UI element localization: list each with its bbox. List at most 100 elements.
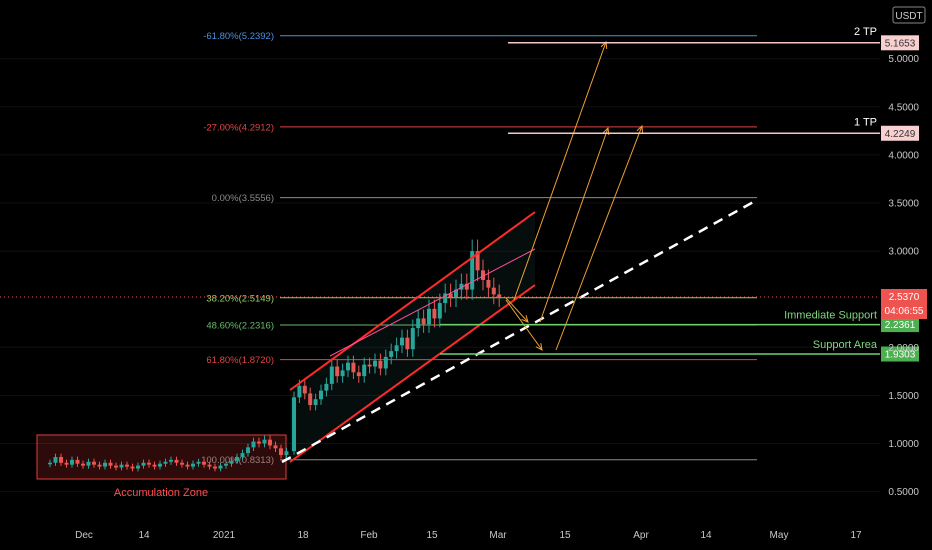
candle-body [262,439,267,444]
fibonacci-levels[interactable]: -61.80%(5.2392) -27.00%(4.2912) 0.00%(3.55… [201,31,757,466]
projection-arrow[interactable] [505,297,529,323]
projection-arrow[interactable] [555,125,643,351]
projection-arrows[interactable] [505,40,644,351]
support-lines[interactable]: Immediate Support 2.2361 Support Area 1.930… [440,310,919,362]
candle-body [240,453,245,457]
candle-body [169,459,173,462]
candle-body [229,460,234,464]
target-label: 2 TP [854,26,877,38]
candle-body [147,462,151,465]
candle-body [486,279,491,288]
candle-body [279,448,283,456]
currency-badge-box [892,6,926,24]
candle-body [481,270,485,280]
candle-body [53,456,58,463]
candle-body [373,360,377,367]
candle-body [180,462,184,465]
candle-body [97,464,102,467]
candle-body [202,461,206,465]
fib-level-label: -61.80%(5.2392) [203,31,274,42]
currency-badge[interactable]: USDT [892,6,926,24]
candle-body [246,447,250,454]
candle-body [356,372,361,377]
currency-badge-label: USDT [895,11,922,22]
candle-body [421,318,426,325]
price-tick-label: 2.0000 [888,343,919,354]
candle-body [257,441,261,444]
candle-body [389,351,394,357]
candle-body [141,462,146,466]
price-axis[interactable]: 5.0000 4.5000 4.0000 3.5000 3.0000 2.0000 1.50… [888,54,919,498]
target-price: 4.2249 [885,129,916,140]
arrow-head [521,315,529,323]
candle-body [86,461,91,466]
candle-body [103,462,107,467]
candle-body [207,464,212,467]
trend-drawings[interactable] [281,198,758,464]
accumulation-zone[interactable]: Accumulation Zone [36,434,287,499]
candle-body [324,383,329,391]
candle-body [119,464,124,468]
time-tick-label: 15 [559,530,571,541]
candle-body [497,294,502,298]
price-tick-label: 1.0000 [888,439,919,450]
support-label: Immediate Support [784,310,877,322]
price-tick-label: 3.0000 [888,247,919,258]
candle-body [191,463,195,467]
candle-body [213,466,217,469]
candle-body [351,362,356,373]
target-price-tag [881,125,919,141]
channel-fill [290,212,535,462]
candle-body [475,251,480,271]
candle-body [130,466,135,469]
support-price: 1.9303 [885,350,916,361]
current-price-marker: 2.5370 04:06:55 [0,289,927,319]
channel-lower-line[interactable] [289,284,536,463]
candle-body [196,461,201,464]
candle-body [362,364,367,377]
projection-arrow[interactable] [513,41,607,301]
channel-upper-line[interactable] [289,211,536,391]
candle-body [136,465,140,469]
candle-body [378,360,383,369]
candle-body [367,364,372,367]
candle-body [114,465,118,468]
candle-body [394,345,399,352]
candle-body [464,283,469,290]
time-tick-label: 2021 [213,530,236,541]
projection-arrow[interactable] [539,127,609,323]
candle-body [432,308,437,319]
candle-body [235,456,239,461]
support-price-tag [881,317,919,333]
arrow-head [636,124,644,134]
time-tick-label: 17 [850,530,862,541]
candle-body [470,251,475,290]
time-tick-label: 14 [138,530,150,541]
price-tick-label: 0.5000 [888,487,919,498]
candle-body [454,289,458,298]
channel-mid-line[interactable] [329,248,536,357]
fib-level-label: 0.00%(3.5556) [212,193,274,204]
candle-body [346,362,350,371]
target-lines[interactable]: 2 TP 5.1653 1 TP 4.2249 [508,26,919,141]
candle-body [108,462,113,466]
trendline-dashed[interactable] [281,198,758,464]
time-tick-label: Apr [633,530,649,541]
time-tick-label: Dec [75,530,93,541]
time-tick-label: Mar [489,530,507,541]
fib-level-label: 61.80%(1.8720) [206,355,274,366]
candle-body [70,459,74,465]
time-axis[interactable]: Dec 14 2021 18 Feb 15 Mar 15 Apr 14 May 17 [75,530,862,541]
candle-body [273,445,278,449]
accumulation-zone-label: Accumulation Zone [114,487,208,499]
fib-level-label: 38.20%(2.5149) [206,293,274,304]
candle-body [410,328,415,350]
candle-body [125,464,129,467]
target-price: 5.1653 [885,38,916,49]
time-tick-label: 15 [426,530,438,541]
price-tick-label: 1.5000 [888,391,919,402]
candle-body [383,356,388,369]
support-price: 2.2361 [885,320,916,331]
target-label: 1 TP [854,116,877,128]
